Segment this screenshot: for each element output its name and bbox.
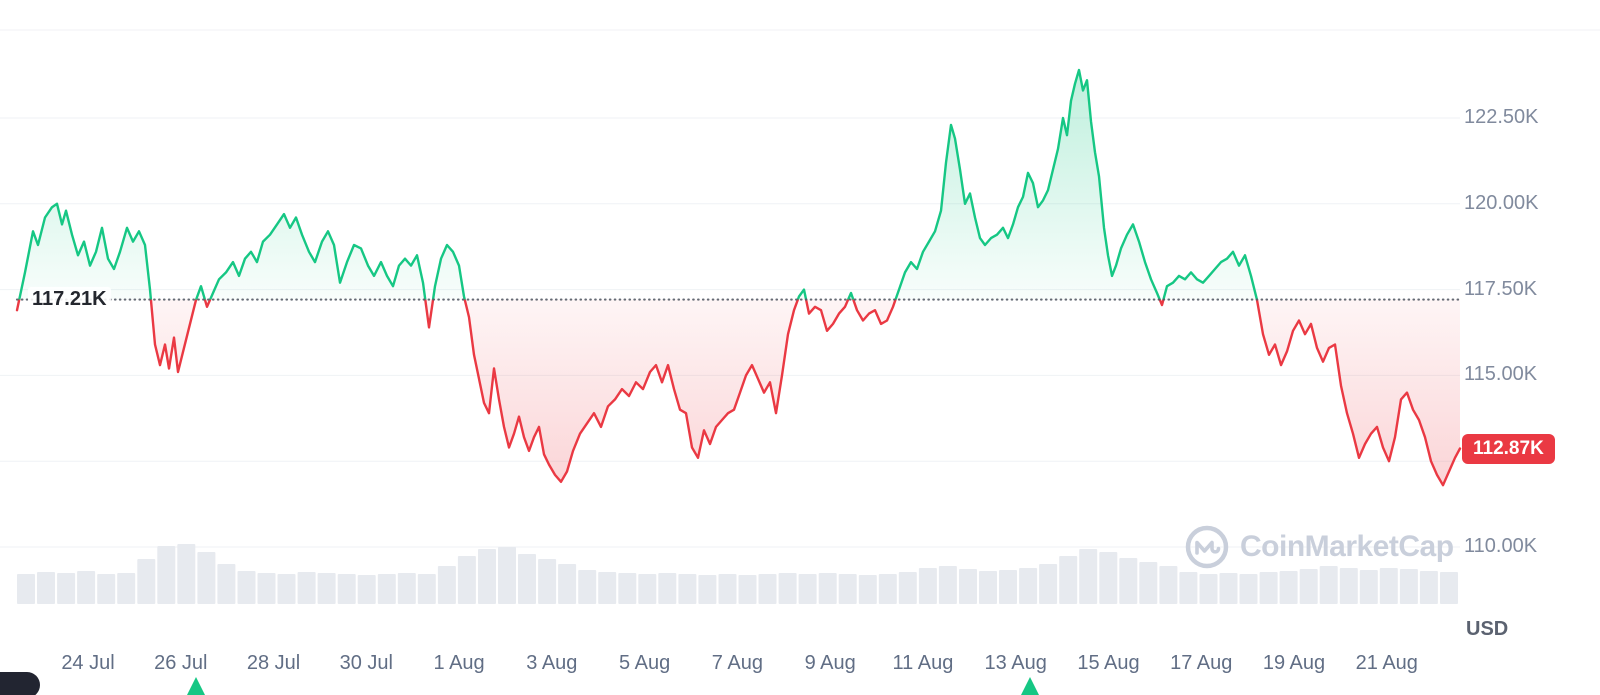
volume-bar [1239,574,1258,604]
volume-bar [838,574,857,604]
volume-bar [999,570,1017,604]
bottom-left-pill [0,672,40,695]
volume-bar [1179,572,1198,604]
volume-bar [1359,570,1378,604]
volume-bar [1159,566,1178,604]
volume-bar [1019,568,1038,604]
volume-bar [778,573,797,604]
volume-bar [217,564,236,604]
volume-bar [1079,549,1098,604]
volume-bar [918,568,937,604]
volume-bar [317,573,336,604]
volume-bar [678,574,697,604]
volume-bar [377,574,396,604]
price-line-up [18,68,1259,300]
volume-bar [177,544,196,604]
volume-bar [1039,564,1058,604]
currency-unit-label[interactable]: USD [1466,618,1509,640]
price-area-up [19,70,1257,300]
volume-bar [638,574,657,604]
volume-bar [1199,574,1218,604]
up-arrow-marker-icon [187,677,205,695]
up-arrow-marker-icon [1021,677,1039,695]
volume-bar [1099,552,1118,604]
baseline-price-label: 117.21K [28,287,111,312]
volume-bar [1440,572,1458,604]
watermark-text: CoinMarketCap [1240,530,1454,563]
volume-bar [1119,558,1138,604]
volume-bar [117,573,136,604]
volume-bar [498,547,516,604]
volume-bar [1339,568,1358,604]
volume-bar [1319,566,1338,604]
volume-bar [197,552,216,604]
volume-bar [397,573,416,604]
volume-bar [518,554,536,604]
volume-bar [277,574,296,604]
volume-bar [97,574,116,604]
volume-bar [979,571,997,604]
volume-bar [417,574,436,604]
coinmarketcap-logo-icon [1185,525,1229,569]
volume-bar [1399,569,1418,604]
volume-bar [457,556,476,604]
volume-bar [17,574,35,604]
volume-bar [478,549,496,604]
volume-bar [698,575,717,604]
volume-bar [1299,569,1318,604]
volume-bar [157,546,176,604]
price-area-down [17,299,1460,486]
volume-bar [1259,572,1278,604]
volume-bar [538,559,557,604]
volume-bar [257,573,276,604]
volume-bar [337,574,356,604]
volume-bar [578,570,597,604]
volume-bar [1139,562,1158,604]
price-line-down [15,299,1462,487]
volume-bar [1419,571,1438,604]
volume-bar [738,575,757,604]
volume-bar [37,572,55,604]
volume-bar [137,559,156,604]
volume-bar [1279,571,1298,604]
current-price-badge: 112.87K [1462,434,1555,464]
volume-bar [818,573,837,604]
volume-bar [718,574,737,604]
volume-bar [858,575,877,604]
volume-bar [357,575,376,604]
volume-bar [558,564,577,604]
volume-bar [237,571,256,604]
volume-bar [898,572,917,604]
coinmarketcap-watermark: CoinMarketCap [1184,524,1454,570]
volume-bar [1219,573,1238,604]
volume-bar [598,572,617,604]
volume-bar [297,572,316,604]
volume-bar [658,573,677,604]
volume-bar [57,573,76,604]
volume-bar [959,569,977,604]
volume-bar [878,574,897,604]
volume-bar [758,574,777,604]
volume-bar [1379,568,1398,604]
volume-bar [437,566,456,604]
volume-bar [798,574,817,604]
volume-bar [77,571,96,604]
volume-bar [618,573,637,604]
volume-bar [938,566,957,604]
volume-bar [1059,556,1078,604]
